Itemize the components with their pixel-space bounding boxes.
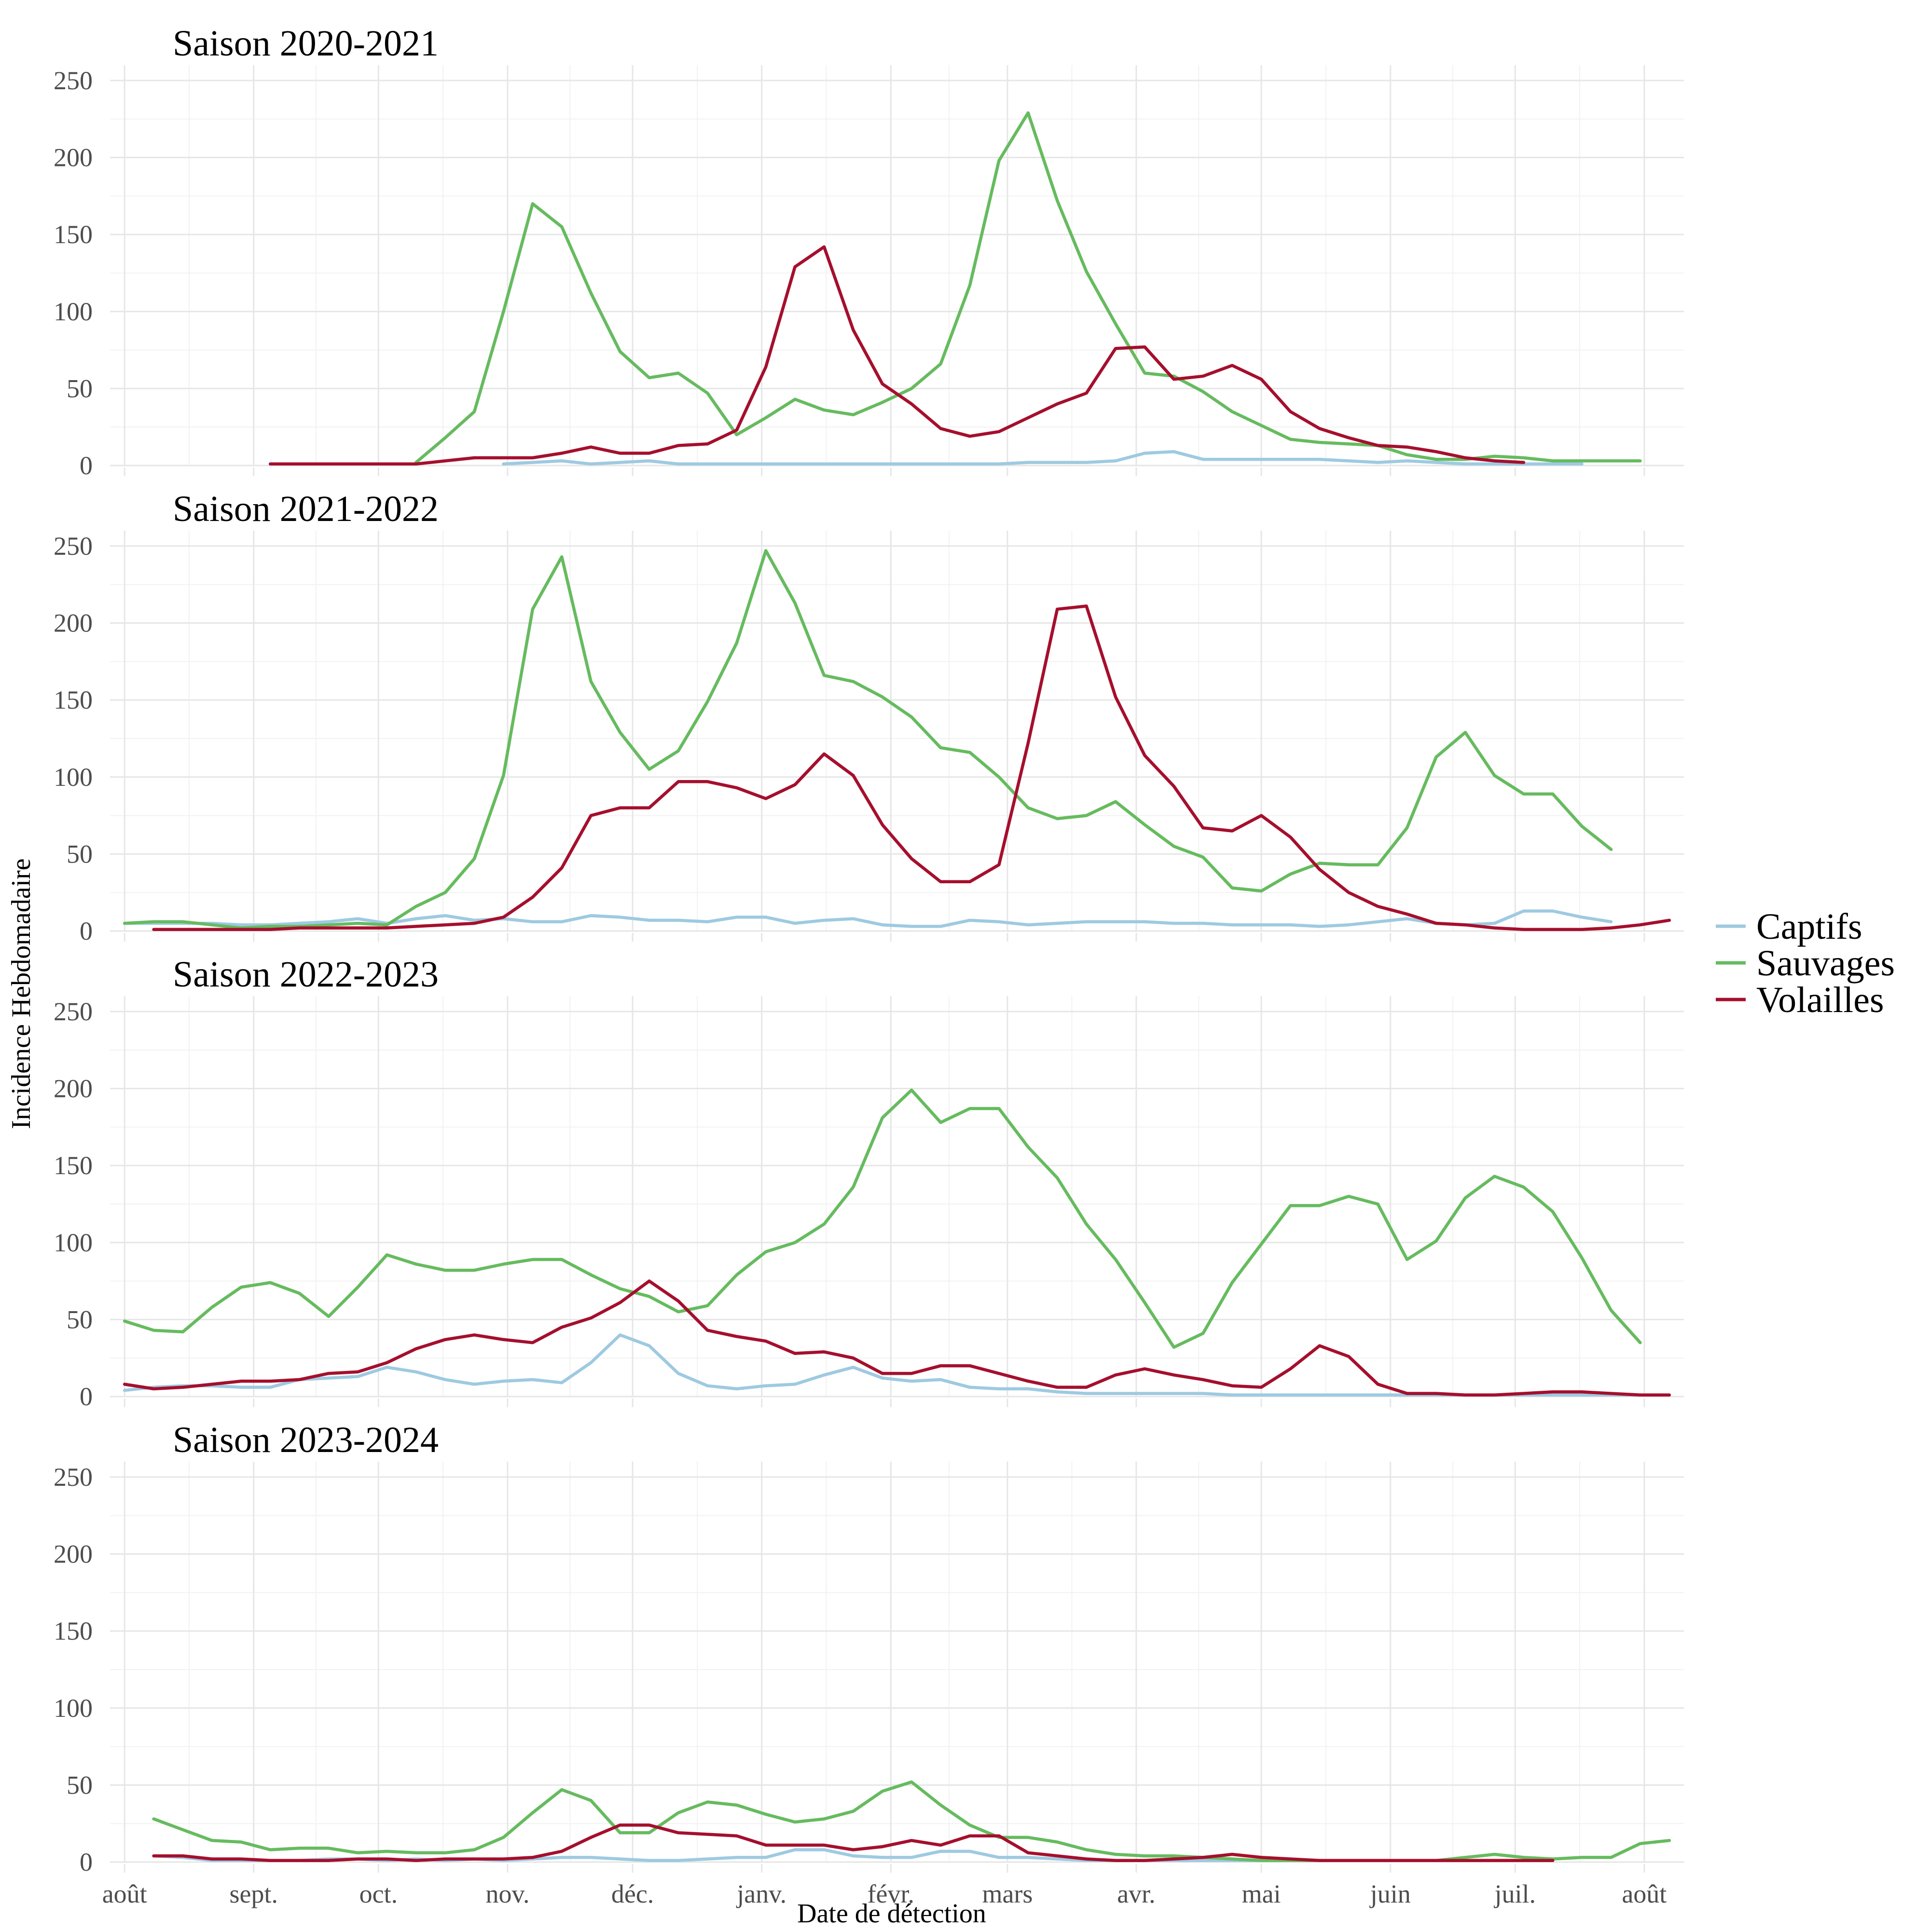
y-tick-label: 250 [54,1463,93,1492]
y-tick-label: 50 [67,1305,93,1334]
series-line-volailles [152,604,1671,932]
series-line-volailles [123,1279,1671,1397]
panel-title: Saison 2020-2021 [173,23,439,64]
y-tick-label: 250 [54,997,93,1026]
series-line-sauvages [414,111,1642,464]
y-tick-label: 200 [54,609,93,638]
y-tick-label: 200 [54,1540,93,1569]
panel-2: 0 50 100 150 200 250 Saison 2021-2022 [54,489,1684,945]
x-tick-label: févr. [868,1879,914,1908]
y-tick-label: 150 [54,1617,93,1645]
y-tick-label: 250 [54,532,93,561]
y-tick-label: 250 [54,66,93,95]
y-tick-label: 100 [54,297,93,326]
x-tick-label: avr. [1117,1879,1155,1908]
series-line-sauvages [123,549,1613,930]
y-axis-title: Incidence Hebdomadaire [6,858,36,1129]
y-tick-label: 200 [54,1074,93,1103]
panel-4: 0 50 100 150 200 250 Saison 2023-2024 [54,1420,1684,1877]
y-tick-label: 100 [54,1694,93,1723]
x-tick-label: oct. [359,1879,398,1908]
panel-3: 0 50 100 150 200 250 Saison 2022-2023 [54,954,1684,1411]
x-tick-label: déc. [611,1879,654,1908]
y-tick-label: 50 [67,1770,93,1799]
series-line-captifs [123,1333,1671,1397]
legend-label-volailles: Volailles [1756,980,1884,1020]
legend-label-captifs: Captifs [1756,906,1862,947]
panel-title: Saison 2021-2022 [173,489,439,529]
y-tick-label: 150 [54,685,93,714]
y-tick-label: 0 [80,917,93,945]
series-line-volailles [152,1823,1555,1863]
x-tick-label: août [102,1879,147,1908]
series-line-sauvages [152,1780,1671,1863]
y-tick-label: 0 [80,1382,93,1411]
x-tick-label: janv. [736,1879,786,1908]
x-tick-label: août [1622,1879,1667,1908]
panel-1: 0 50 100 150 200 250 Saison 2020-2021 [54,23,1684,480]
y-tick-label: 100 [54,1228,93,1257]
panel-title: Saison 2023-2024 [173,1420,439,1460]
series-line-sauvages [123,1088,1642,1349]
y-tick-label: 0 [80,451,93,480]
x-tick-label: juil. [1493,1879,1536,1908]
panel-title: Saison 2022-2023 [173,954,439,995]
x-tick-label: mars [982,1879,1033,1908]
x-tick-label: sept. [230,1879,278,1908]
x-tick-label: juin [1369,1879,1411,1908]
series-line-volailles [268,245,1526,466]
panels-layer: 0 50 100 150 200 250 Saison 2020-2021 0 50 100 150… [54,23,1684,1908]
series-line-captifs [502,450,1584,466]
series-line-captifs [123,909,1613,928]
x-axis-title: Date de détection [797,1899,986,1929]
y-tick-label: 0 [80,1848,93,1877]
y-tick-label: 50 [67,374,93,403]
y-tick-label: 150 [54,220,93,249]
x-tick-label: nov. [485,1879,529,1908]
legend-label-sauvages: Sauvages [1756,943,1895,984]
y-tick-label: 100 [54,763,93,792]
y-tick-label: 150 [54,1151,93,1180]
x-tick-label: mai [1242,1879,1281,1908]
y-tick-label: 50 [67,839,93,868]
y-tick-label: 200 [54,143,93,172]
x-axis: août sept. oct. nov. déc. janv. févr. mars avr. m… [102,1879,1667,1908]
